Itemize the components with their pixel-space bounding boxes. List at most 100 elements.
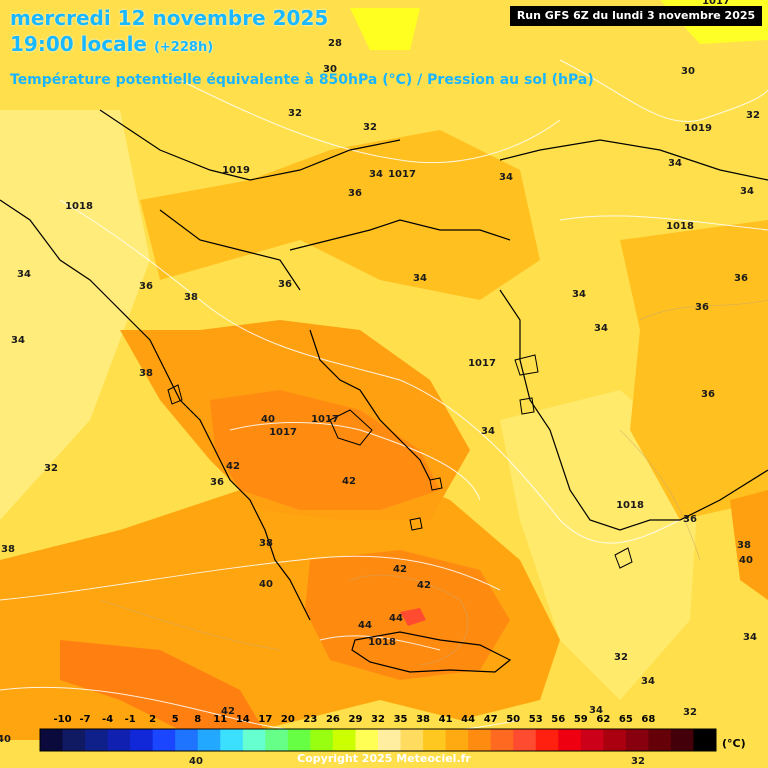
legend-tick: 56 <box>551 714 566 725</box>
temp-label: 36 <box>695 302 709 313</box>
temp-label: 34 <box>17 269 31 280</box>
pressure-label: 1017 <box>388 169 416 180</box>
temp-label: 44 <box>389 613 403 624</box>
temp-label: 32 <box>363 122 377 133</box>
legend-swatch <box>400 729 424 751</box>
temperature-labels: 28 30 30 32 32 32 34 34 34 34 36 34 36 3… <box>0 38 760 767</box>
legend-tick: 41 <box>438 714 453 725</box>
temp-label: 30 <box>323 64 337 75</box>
legend-tick: -4 <box>102 714 114 725</box>
zone-golden-north <box>140 130 540 300</box>
legend-tick: 65 <box>618 714 633 725</box>
temp-label: 34 <box>594 323 608 334</box>
pressure-label: 1019 <box>684 123 712 134</box>
model-run-label: Run GFS 6Z du lundi 3 novembre 2025 <box>510 6 762 26</box>
legend-swatch <box>445 729 469 751</box>
zone-red-core <box>400 608 426 626</box>
contour-east-36 <box>639 299 768 321</box>
forecast-date: mercredi 12 novembre 2025 <box>10 6 329 30</box>
temp-label: 38 <box>139 368 153 379</box>
coast-blacksea <box>499 139 768 181</box>
forecast-time: 19:00 locale (+228h) <box>10 32 213 56</box>
temp-label: 32 <box>746 110 760 121</box>
legend-swatch <box>625 729 649 751</box>
temp-label: 42 <box>342 476 356 487</box>
temp-label: 34 <box>481 426 495 437</box>
pressure-label: 1018 <box>368 637 396 648</box>
pressure-label: 1018 <box>65 201 93 212</box>
temp-label: 36 <box>734 273 748 284</box>
legend-tick: 23 <box>303 714 318 725</box>
temp-label: 36 <box>701 389 715 400</box>
pressure-label: 1017 <box>702 0 730 7</box>
temp-label: 36 <box>210 477 224 488</box>
legend-tick: -10 <box>53 714 72 725</box>
coast-turkey <box>499 289 768 531</box>
isobar-1018-central <box>59 199 681 544</box>
legend-swatch <box>580 729 604 751</box>
pressure-label: 1017 <box>269 427 297 438</box>
temp-label: 36 <box>348 188 362 199</box>
legend-swatch <box>558 729 582 751</box>
legend-swatch <box>220 729 244 751</box>
temp-label: 32 <box>44 463 58 474</box>
coast-adriatic <box>0 199 311 621</box>
isobar-1018-east <box>559 215 768 231</box>
contour-south-40 <box>99 599 281 651</box>
legend-swatch <box>603 729 627 751</box>
legend-tick: 50 <box>506 714 521 725</box>
legend-tick: 20 <box>280 714 295 725</box>
legend-swatch <box>287 729 311 751</box>
temp-label: 34 <box>11 335 25 346</box>
temp-label: 30 <box>681 66 695 77</box>
isobar-1017-north <box>179 79 561 164</box>
legend-swatch <box>242 729 266 751</box>
temp-label: 40 <box>0 734 11 745</box>
legend-swatch <box>175 729 199 751</box>
legend-swatch <box>423 729 447 751</box>
legend-swatch <box>310 729 334 751</box>
legend-tick: 38 <box>416 714 431 725</box>
isobar-1019-northeast <box>559 59 768 122</box>
island-lesbos <box>514 354 539 376</box>
legend-swatch <box>107 729 131 751</box>
island-chios <box>519 397 535 415</box>
legend-swatch <box>332 729 356 751</box>
legend-tick: 62 <box>596 714 611 725</box>
legend-swatch <box>130 729 154 751</box>
legend-tick: 5 <box>171 714 179 725</box>
legend-swatch <box>40 729 64 751</box>
temp-label: 40 <box>259 579 273 590</box>
border-inner <box>159 209 301 291</box>
temp-label: 28 <box>328 38 342 49</box>
legend-tick: 17 <box>258 714 273 725</box>
legend-tick: 8 <box>194 714 202 725</box>
legend-swatch <box>468 729 492 751</box>
pressure-label: 1017 <box>311 414 339 425</box>
temp-label: 40 <box>189 756 203 767</box>
zone-bright-yellow-top <box>350 8 420 50</box>
legend-swatch <box>490 729 514 751</box>
legend-tick: 59 <box>573 714 588 725</box>
coast-thrace <box>289 219 511 251</box>
pressure-labels: 1019 1018 1017 1019 1018 1017 1017 1017 … <box>65 0 730 648</box>
legend-swatch <box>85 729 109 751</box>
island-cyclades-2 <box>409 517 423 531</box>
border-balkans <box>99 109 401 181</box>
copyright: Copyright 2025 Meteociel.fr <box>297 752 471 765</box>
island-rhodes <box>614 547 633 569</box>
temp-label: 42 <box>417 580 431 591</box>
zone-deep-orange-sw <box>60 640 270 740</box>
temp-label: 34 <box>499 172 513 183</box>
pressure-label: 1018 <box>666 221 694 232</box>
temperature-contours <box>99 299 768 666</box>
legend-tick: 32 <box>371 714 385 725</box>
pressure-label: 1017 <box>468 358 496 369</box>
isobar-1018-crete <box>319 635 441 651</box>
legend-swatch <box>648 729 672 751</box>
legend-border <box>39 728 717 752</box>
temp-label: 38 <box>737 540 751 551</box>
isobar-1017-aegean <box>229 422 481 501</box>
temp-label: 36 <box>139 281 153 292</box>
